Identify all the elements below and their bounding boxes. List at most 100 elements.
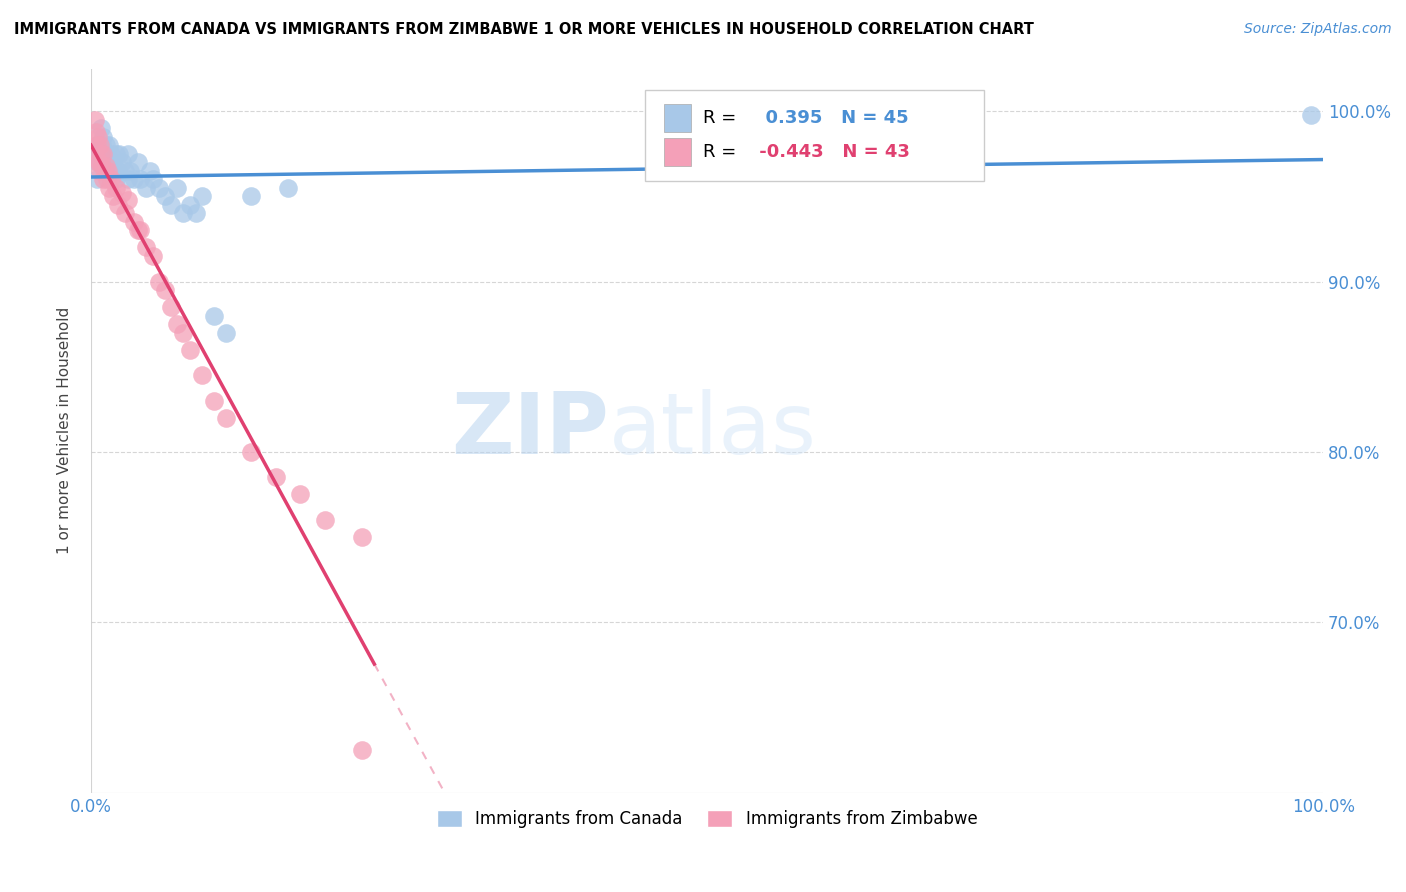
Point [277,181,299,195]
Point [240,445,263,459]
Point [111,155,134,169]
Point [120,163,142,178]
Point [91,146,114,161]
Point [122,172,145,186]
Point [97,155,120,169]
Text: -0.443   N = 43: -0.443 N = 43 [752,143,910,161]
Point [91,138,114,153]
Point [202,309,225,323]
Point [86,155,108,169]
Point [179,343,201,357]
Point [117,146,139,161]
Text: R =: R = [703,109,737,127]
Point [94,159,117,173]
Point [114,163,136,178]
Point [264,470,287,484]
Point [91,129,114,144]
Point [97,163,120,178]
Point [86,138,108,153]
Point [129,172,152,186]
Point [98,138,121,153]
Point [215,410,238,425]
Point [100,146,122,161]
Point [104,172,127,186]
Point [90,121,112,136]
Point [94,138,117,153]
Point [100,172,122,186]
Point [202,393,225,408]
Point [148,275,170,289]
Y-axis label: 1 or more Vehicles in Household: 1 or more Vehicles in Household [58,307,72,554]
FancyBboxPatch shape [645,90,984,181]
Point [104,146,127,161]
Point [179,198,201,212]
Point [141,249,163,263]
Point [141,172,163,186]
Point [160,198,183,212]
Point [107,163,129,178]
Point [215,326,238,340]
Point [191,189,214,203]
Point [91,159,114,173]
Point [107,198,129,212]
Point [91,172,114,186]
FancyBboxPatch shape [664,138,690,166]
Point [98,155,121,169]
Point [86,138,108,153]
Legend: Immigrants from Canada, Immigrants from Zimbabwe: Immigrants from Canada, Immigrants from … [430,804,984,835]
Point [135,240,157,254]
Point [86,152,108,166]
Text: Source: ZipAtlas.com: Source: ZipAtlas.com [1244,22,1392,37]
Point [104,181,127,195]
Point [122,215,145,229]
Point [96,146,118,161]
Point [1299,107,1322,121]
Point [139,163,162,178]
Point [98,181,121,195]
Text: ZIP: ZIP [451,389,609,472]
Point [101,163,124,178]
Point [89,163,111,178]
Point [117,172,139,186]
Point [166,317,188,331]
Text: R =: R = [703,143,737,161]
Text: 0.395   N = 45: 0.395 N = 45 [752,109,908,127]
Point [117,193,139,207]
Point [127,155,149,169]
Point [148,181,170,195]
Point [127,223,149,237]
Point [101,155,124,169]
Point [86,172,108,186]
Point [114,206,136,220]
Point [153,189,176,203]
Point [90,146,112,161]
Point [111,186,134,200]
Point [160,300,183,314]
Point [84,124,107,138]
Point [87,155,110,169]
Point [172,206,194,220]
Text: atlas: atlas [609,389,817,472]
Point [172,326,194,340]
Point [83,112,105,127]
Point [89,138,111,153]
Point [314,513,336,527]
Point [184,206,207,220]
Point [91,146,114,161]
Point [153,283,176,297]
Point [89,146,111,161]
Point [350,743,373,757]
Point [101,189,124,203]
Point [90,146,112,161]
Text: IMMIGRANTS FROM CANADA VS IMMIGRANTS FROM ZIMBABWE 1 OR MORE VEHICLES IN HOUSEHO: IMMIGRANTS FROM CANADA VS IMMIGRANTS FRO… [14,22,1033,37]
Point [191,368,214,383]
Point [166,181,188,195]
Point [87,129,110,144]
Point [290,487,312,501]
Point [129,223,152,237]
Point [96,172,118,186]
Point [240,189,263,203]
Point [350,530,373,544]
Point [108,146,131,161]
Point [135,181,157,195]
